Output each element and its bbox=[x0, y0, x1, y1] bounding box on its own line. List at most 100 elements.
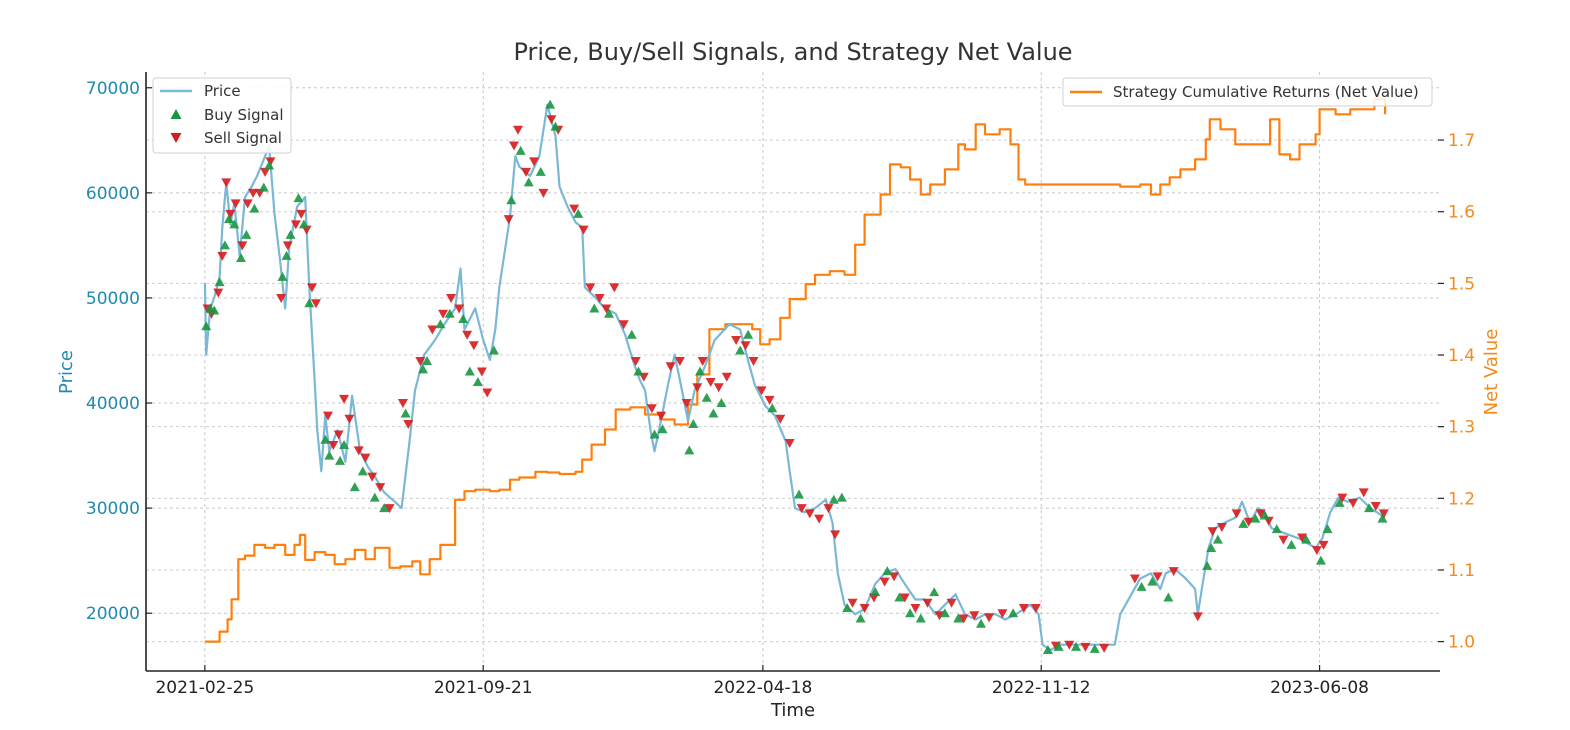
sell-signal-marker bbox=[237, 241, 248, 251]
sell-signal-marker bbox=[646, 404, 657, 414]
legend-buy-label: Buy Signal bbox=[204, 106, 284, 124]
sell-signal-marker bbox=[296, 209, 307, 219]
sell-signal-marker bbox=[946, 598, 957, 608]
sell-signal-marker bbox=[796, 504, 807, 514]
sell-signal-marker bbox=[438, 309, 449, 319]
buy-signal-marker bbox=[444, 308, 455, 318]
buy-signal-marker bbox=[828, 494, 839, 504]
buy-signal-marker bbox=[1042, 644, 1053, 654]
buy-signal-marker bbox=[589, 303, 600, 313]
sell-signal-marker bbox=[910, 603, 921, 613]
legend-sell-marker bbox=[170, 133, 182, 143]
buy-signal-marker bbox=[400, 408, 411, 418]
buy-signal-marker bbox=[1315, 555, 1326, 565]
x-tick-label: 2023-06-08 bbox=[1270, 678, 1369, 698]
buy-signal-marker bbox=[515, 145, 526, 155]
sell-signal-marker bbox=[306, 283, 317, 293]
sell-signal-marker bbox=[403, 420, 414, 430]
sell-signal-marker bbox=[731, 335, 742, 345]
buy-signal-marker bbox=[417, 364, 428, 374]
buy-signal-marker bbox=[472, 377, 483, 387]
sell-signal-marker bbox=[1129, 574, 1140, 584]
sell-signal-marker bbox=[446, 293, 457, 303]
sell-signal-marker bbox=[784, 438, 795, 448]
y-tick-label-right: 1.7 bbox=[1448, 131, 1475, 151]
buy-signal-marker bbox=[1212, 534, 1223, 544]
buy-signal-marker bbox=[285, 229, 296, 239]
buy-signal-marker bbox=[855, 613, 866, 623]
buy-signal-marker bbox=[604, 308, 615, 318]
buy-signal-marker bbox=[379, 503, 390, 513]
buy-signal-marker bbox=[1334, 497, 1345, 507]
sell-signal-marker bbox=[922, 598, 933, 608]
buy-signal-marker bbox=[422, 355, 433, 365]
legend-buy-marker bbox=[170, 109, 182, 119]
sell-signal-marker bbox=[322, 411, 333, 421]
buy-signal-marker bbox=[209, 305, 220, 315]
y-tick-label-right: 1.0 bbox=[1448, 633, 1475, 653]
buy-signal-marker bbox=[488, 345, 499, 355]
buy-signal-marker bbox=[1053, 641, 1064, 651]
net-value-layer bbox=[204, 98, 1387, 643]
y-tick-label-left: 30000 bbox=[86, 499, 140, 519]
buy-signal-marker bbox=[535, 166, 546, 176]
sell-signal-marker bbox=[521, 167, 532, 177]
sell-signal-marker bbox=[242, 199, 253, 209]
sell-signal-marker bbox=[1192, 612, 1203, 622]
buy-signal-marker bbox=[1206, 543, 1217, 553]
sell-signal-marker bbox=[618, 320, 629, 330]
sell-signal-marker bbox=[221, 178, 232, 188]
sell-signal-marker bbox=[290, 220, 301, 230]
sell-signal-marker bbox=[344, 414, 355, 424]
sell-signal-marker bbox=[705, 378, 716, 388]
buy-signal-marker bbox=[1364, 503, 1375, 513]
legend-net-value-label: Strategy Cumulative Returns (Net Value) bbox=[1113, 83, 1419, 101]
buy-signal-marker bbox=[794, 489, 805, 499]
buy-signal-marker bbox=[236, 253, 247, 263]
sell-signal-marker bbox=[310, 299, 321, 309]
sell-signal-marker bbox=[476, 367, 487, 377]
sell-signal-marker bbox=[609, 283, 620, 293]
sell-signal-marker bbox=[353, 446, 364, 456]
legend-right: Strategy Cumulative Returns (Net Value) bbox=[1062, 77, 1433, 107]
sell-signal-marker bbox=[265, 157, 276, 167]
sell-signal-marker bbox=[1207, 527, 1218, 537]
sell-signal-marker bbox=[1099, 643, 1110, 653]
sell-signal-marker bbox=[328, 441, 339, 451]
y-tick-label-right: 1.5 bbox=[1448, 274, 1475, 294]
legend-left-frame bbox=[152, 77, 292, 154]
buy-signal-marker bbox=[701, 392, 712, 402]
buy-signal-marker bbox=[223, 214, 234, 224]
sell-signal-marker bbox=[1018, 603, 1029, 613]
buy-signal-marker bbox=[684, 445, 695, 455]
sell-signal-marker bbox=[339, 394, 350, 404]
buy-signal-marker bbox=[369, 492, 380, 502]
sell-signal-marker bbox=[260, 167, 271, 177]
buy-signal-marker bbox=[882, 566, 893, 576]
buy-signal-marker bbox=[219, 240, 230, 250]
grid-lines bbox=[146, 72, 1440, 671]
sell-signal-marker bbox=[468, 341, 479, 351]
sell-signal-marker bbox=[847, 598, 858, 608]
y-tick-label-left: 50000 bbox=[86, 289, 140, 309]
sell-signal-marker bbox=[462, 330, 473, 340]
sell-signal-marker bbox=[513, 125, 524, 135]
buy-signal-marker bbox=[1259, 510, 1270, 520]
buy-signal-marker bbox=[523, 177, 534, 187]
buy-signal-marker bbox=[201, 321, 212, 331]
sell-signal-marker bbox=[1080, 642, 1091, 652]
buy-signal-marker bbox=[688, 419, 699, 429]
sell-signal-marker bbox=[899, 593, 910, 603]
buy-signal-marker bbox=[929, 587, 940, 597]
buy-signal-marker bbox=[836, 492, 847, 502]
sell-signal-marker bbox=[823, 504, 834, 514]
y-axis-right-label: Net Value bbox=[1481, 329, 1502, 416]
buy-signal-marker bbox=[229, 219, 240, 229]
sell-signal-marker bbox=[1370, 502, 1381, 512]
sell-signal-marker bbox=[997, 609, 1008, 619]
buy-signal-marker bbox=[626, 329, 637, 339]
buy-signal-marker bbox=[1301, 534, 1312, 544]
buy-signal-marker bbox=[1008, 608, 1019, 618]
y-tick-label-right: 1.2 bbox=[1448, 489, 1475, 509]
